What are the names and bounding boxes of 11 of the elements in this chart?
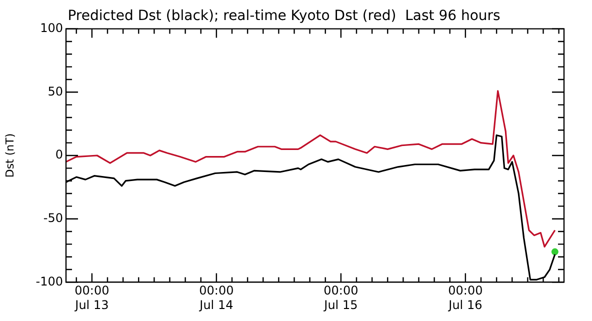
x-tick-label: 00:00 Jul 16 (448, 284, 483, 312)
y-tick-label: 0 (55, 148, 63, 162)
x-tick-label: 00:00 Jul 15 (323, 284, 358, 312)
chart-title: Predicted Dst (black); real-time Kyoto Dst (red) Last 96 hours (68, 8, 500, 24)
y-tick-label: 100 (40, 20, 63, 35)
x-tick-label: 00:00 Jul 13 (74, 284, 110, 312)
x-tick-label: 00:00 Jul 14 (198, 284, 234, 312)
y-tick-label: -50 (43, 210, 63, 225)
y-tick-label: -100 (36, 274, 63, 288)
y-tick-label: 50 (48, 84, 63, 98)
y-axis-title: Dst (nT) (3, 133, 16, 178)
